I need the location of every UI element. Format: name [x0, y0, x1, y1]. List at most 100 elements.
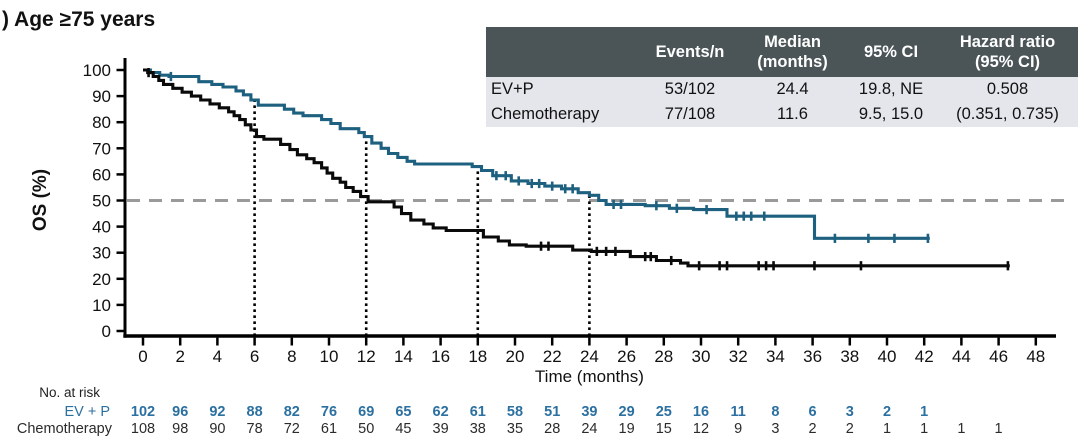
at-risk-value: 19	[619, 421, 635, 437]
at-risk-value: 88	[247, 404, 263, 420]
at-risk-value: 35	[507, 421, 523, 437]
x-tick-label: 36	[803, 347, 822, 366]
summary-table-header-cell: Median (months)	[740, 27, 845, 77]
x-tick-label: 34	[766, 347, 785, 366]
summary-table-cell: 9.5, 15.0	[845, 102, 937, 127]
at-risk-value: 38	[470, 421, 486, 437]
at-risk-value: 76	[321, 404, 337, 420]
at-risk-value: 8	[771, 404, 779, 420]
ev-p-curve	[143, 68, 930, 240]
at-risk-value: 2	[809, 421, 817, 437]
at-risk-value: 2	[846, 421, 854, 437]
x-tick-label: 48	[1026, 347, 1045, 366]
x-tick-label: 20	[506, 347, 525, 366]
y-tick-label: 0	[102, 322, 111, 341]
x-tick-label: 6	[250, 347, 259, 366]
at-risk-value: 62	[433, 404, 449, 420]
at-risk-value: 29	[619, 404, 635, 420]
y-tick-label: 100	[83, 61, 111, 80]
at-risk-value: 61	[321, 421, 337, 437]
summary-table-row-label: Chemotherapy	[486, 102, 640, 127]
y-tick-label: 80	[92, 113, 111, 132]
at-risk-value: 108	[131, 421, 155, 437]
at-risk-value: 1	[995, 421, 1003, 437]
x-tick-label: 30	[692, 347, 711, 366]
y-tick-label: 10	[92, 296, 111, 315]
x-tick-label: 16	[431, 347, 450, 366]
at-risk-value: 16	[693, 404, 709, 420]
x-tick-label: 40	[878, 347, 897, 366]
x-axis-title: Time (months)	[535, 367, 644, 386]
at-risk-value: 28	[544, 421, 560, 437]
at-risk-value: 78	[247, 421, 263, 437]
summary-table-cell: 19.8, NE	[845, 77, 937, 102]
at-risk-value: 24	[581, 421, 597, 437]
x-tick-label: 38	[840, 347, 859, 366]
summary-table-header-cell: 95% CI	[845, 27, 937, 77]
x-tick-label: 0	[138, 347, 147, 366]
at-risk-value: 25	[656, 404, 672, 420]
at-risk-value: 3	[846, 404, 854, 420]
at-risk-value: 2	[883, 404, 891, 420]
y-tick-label: 70	[92, 139, 111, 158]
y-tick-label: 90	[92, 87, 111, 106]
x-tick-label: 12	[357, 347, 376, 366]
summary-table-cell: (0.351, 0.735)	[937, 102, 1078, 127]
x-tick-label: 24	[580, 347, 599, 366]
x-tick-label: 26	[617, 347, 636, 366]
at-risk-row-chemotherapy-label: Chemotherapy	[17, 421, 113, 437]
x-tick-label: 44	[952, 347, 971, 366]
x-tick-label: 42	[915, 347, 934, 366]
summary-table-header-cell: Hazard ratio (95% CI)	[937, 27, 1078, 77]
at-risk-value: 11	[731, 404, 746, 420]
x-tick-label: 8	[287, 347, 296, 366]
at-risk-value: 45	[395, 421, 411, 437]
summary-table-cell: 77/108	[640, 102, 740, 127]
summary-table-header-cell: Events/n	[640, 27, 740, 77]
x-tick-label: 18	[468, 347, 487, 366]
x-tick-label: 10	[320, 347, 339, 366]
at-risk-value: 98	[172, 421, 188, 437]
at-risk-value: 9	[734, 421, 742, 437]
y-tick-label: 20	[92, 270, 111, 289]
x-tick-label: 4	[213, 347, 222, 366]
at-risk-value: 12	[693, 421, 709, 437]
summary-table-cell: 53/102	[640, 77, 740, 102]
at-risk-value: 1	[920, 404, 928, 420]
summary-table-cell: 11.6	[740, 102, 845, 127]
at-risk-value: 1	[920, 421, 928, 437]
at-risk-value: 50	[358, 421, 374, 437]
chemotherapy-curve	[143, 68, 1010, 268]
at-risk-value: 39	[581, 404, 597, 420]
x-tick-label: 22	[543, 347, 562, 366]
at-risk-value: 72	[284, 421, 300, 437]
at-risk-value: 69	[358, 404, 374, 420]
at-risk-value: 96	[172, 404, 188, 420]
at-risk-value: 58	[507, 404, 523, 420]
y-tick-label: 40	[92, 218, 111, 237]
at-risk-value: 1	[883, 421, 891, 437]
at-risk-value: 90	[209, 421, 225, 437]
y-tick-label: 60	[92, 165, 111, 184]
at-risk-row-evp-label: EV + P	[64, 404, 110, 420]
summary-table-row-label: EV+P	[486, 77, 640, 102]
x-tick-label: 14	[394, 347, 413, 366]
y-tick-label: 50	[92, 192, 111, 211]
at-risk-value: 1	[957, 421, 965, 437]
y-tick-label: 30	[92, 244, 111, 263]
at-risk-value: 3	[771, 421, 779, 437]
at-risk-value: 6	[809, 404, 817, 420]
at-risk-value: 39	[433, 421, 449, 437]
at-risk-value: 61	[470, 404, 486, 420]
summary-table: Events/n Median (months) 95% CI Hazard rati…	[486, 27, 1078, 127]
x-tick-label: 2	[175, 347, 184, 366]
x-tick-label: 46	[989, 347, 1008, 366]
y-axis-title: OS (%)	[30, 169, 51, 231]
at-risk-value: 15	[656, 421, 672, 437]
at-risk-title: No. at risk	[39, 385, 100, 400]
at-risk-value: 51	[544, 404, 560, 420]
at-risk-value: 82	[284, 404, 300, 420]
page-title: ) Age ≥75 years	[2, 8, 156, 31]
at-risk-value: 92	[209, 404, 225, 420]
